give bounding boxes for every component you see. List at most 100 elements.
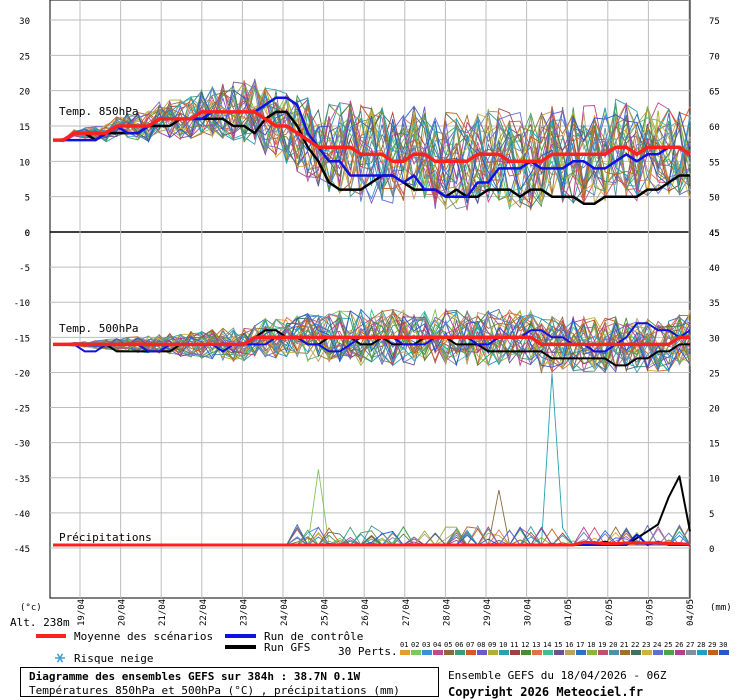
left-unit-label: (°c)	[20, 603, 42, 613]
perturbation-lines	[52, 78, 691, 547]
y-tick-right-850: 75	[709, 17, 720, 27]
pert-swatch	[466, 650, 476, 655]
y-tick-850: 20	[19, 88, 30, 98]
x-tick-label: 02/05	[605, 599, 615, 626]
pert-line-500	[52, 309, 691, 367]
pert-line-850	[52, 90, 691, 209]
pert-swatch	[477, 650, 487, 655]
y-tick-500: -25	[14, 405, 30, 415]
pert-swatch	[488, 650, 498, 655]
main-series-lines	[53, 96, 691, 547]
pert-line-850	[52, 89, 691, 204]
y-tick-500: -15	[14, 334, 30, 344]
pert-number: 30	[719, 641, 727, 649]
y-tick-right-850: 70	[709, 52, 720, 62]
gfs-line-850	[53, 110, 690, 205]
footer-copyright: Copyright 2026 Meteociel.fr	[448, 685, 644, 699]
x-tick-label: 24/04	[280, 599, 290, 626]
panel-title-850: Temp. 850hPa	[59, 105, 138, 118]
pert-number: 15	[554, 641, 562, 649]
pert-number: 13	[532, 641, 540, 649]
pert-number: 23	[642, 641, 650, 649]
mean-line-500	[53, 335, 690, 347]
pert-swatch	[598, 650, 608, 655]
x-tick-label: 03/05	[645, 599, 655, 626]
altitude-label: Alt. 238m	[10, 616, 70, 629]
x-tick-label: 01/05	[564, 599, 574, 626]
y-tick-500: -35	[14, 475, 30, 485]
pert-swatch	[455, 650, 465, 655]
y-tick-500: -45	[14, 545, 30, 555]
y-tick-right-850: 50	[709, 194, 720, 204]
pert-line-850	[52, 85, 691, 198]
pert-swatch	[554, 650, 564, 655]
pert-number: 20	[609, 641, 617, 649]
pert-swatch	[422, 650, 432, 655]
y-tick-500: -20	[14, 369, 30, 379]
perturbation-legend: 01 02 03 04 05 06 07 08 09 10 11 12 13 14 15 16 17 18 19 20…	[400, 641, 729, 655]
y-tick-850: 25	[19, 52, 30, 62]
y-tick-500: -30	[14, 440, 30, 450]
x-tick-label: 04/05	[686, 599, 696, 626]
x-tick-label: 30/04	[524, 599, 534, 626]
pert-number: 06	[455, 641, 463, 649]
pert-number: 05	[444, 641, 452, 649]
footer-title: Diagramme des ensembles GEFS sur 384h : …	[29, 670, 361, 683]
pert-number: 21	[620, 641, 628, 649]
pert-number: 26	[675, 641, 683, 649]
pert-swatch	[719, 650, 729, 655]
pert-line-500	[52, 309, 691, 364]
pert-number: 07	[466, 641, 474, 649]
pert-swatch	[543, 650, 553, 655]
pert-number: 09	[488, 641, 496, 649]
y-tick-right-500: 30	[709, 334, 720, 344]
chart-grid	[49, 0, 691, 599]
x-tick-label: 28/04	[442, 599, 452, 626]
mean-line-precip	[53, 540, 691, 547]
pert-number: 11	[510, 641, 518, 649]
pert-line-850	[52, 101, 691, 209]
pert-swatch	[565, 650, 575, 655]
pert-swatch	[532, 650, 542, 655]
y-tick-850: 5	[25, 194, 30, 204]
footer-title-box: Diagramme des ensembles GEFS sur 384h : …	[20, 667, 439, 697]
pert-number: 29	[708, 641, 716, 649]
pert-number: 25	[664, 641, 672, 649]
pert-swatch	[708, 650, 718, 655]
pert-number: 17	[576, 641, 584, 649]
pert-swatch	[499, 650, 509, 655]
y-tick-right-850: 60	[709, 123, 720, 133]
pert-swatch	[686, 650, 696, 655]
pert-line-850	[53, 95, 691, 208]
y-tick-850: 0	[25, 229, 30, 239]
pert-number: 28	[697, 641, 705, 649]
y-tick-right-500: 0	[709, 545, 714, 555]
pert-line-500	[52, 308, 691, 366]
pert-line-850	[52, 81, 691, 205]
axis-labels: 19/04 20/04 21/04 22/04 23/04 24/04 25/04 26/04…	[14, 17, 720, 626]
x-tick-label: 23/04	[239, 599, 249, 626]
pert-swatch	[510, 650, 520, 655]
pert-swatch	[653, 650, 663, 655]
y-tick-500: 0	[25, 229, 30, 239]
y-tick-right-500: 5	[709, 510, 714, 520]
pert-number: 04	[433, 641, 441, 649]
pert-swatch	[609, 650, 619, 655]
y-tick-500: -10	[14, 299, 30, 309]
pert-swatch	[433, 650, 443, 655]
pert-number: 19	[598, 641, 606, 649]
x-tick-label: 22/04	[199, 599, 209, 626]
pert-swatch	[411, 650, 421, 655]
footer-info: Ensemble GEFS du 18/04/2026 - 06Z Copyri…	[448, 668, 667, 700]
pert-swatch	[664, 650, 674, 655]
pert-number: 18	[587, 641, 595, 649]
pert-swatch	[642, 650, 652, 655]
pert-number: 01	[400, 641, 408, 649]
x-tick-label: 26/04	[361, 599, 371, 626]
pert-swatch	[444, 650, 454, 655]
pert-swatch	[620, 650, 630, 655]
y-tick-right-500: 35	[709, 299, 720, 309]
footer-run: Ensemble GEFS du 18/04/2026 - 06Z	[448, 669, 667, 682]
pert-number: 16	[565, 641, 573, 649]
pert-number: 10	[499, 641, 507, 649]
